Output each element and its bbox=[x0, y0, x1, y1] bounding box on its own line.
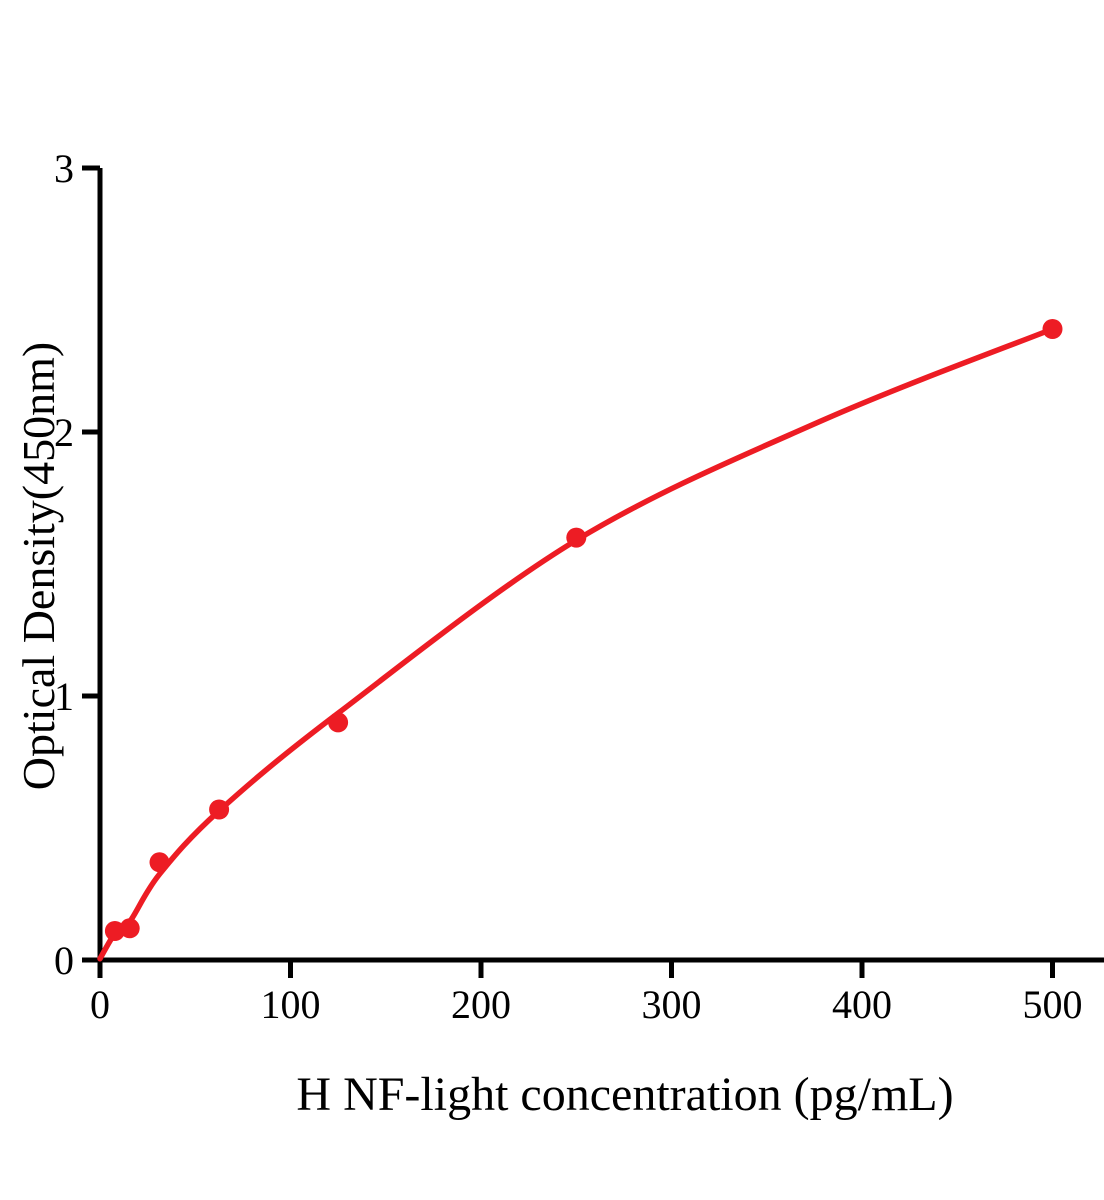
y-tick-label: 1 bbox=[54, 674, 74, 719]
axis-ticks bbox=[82, 165, 1055, 978]
y-tick-label: 3 bbox=[54, 146, 74, 191]
x-tick-label: 100 bbox=[261, 982, 321, 1027]
data-point bbox=[566, 527, 587, 548]
data-point bbox=[328, 712, 349, 733]
x-tick-label: 300 bbox=[642, 982, 702, 1027]
y-axis-label: Optical Density(450nm) bbox=[13, 342, 64, 790]
x-axis-label: H NF-light concentration (pg/mL) bbox=[296, 1068, 953, 1121]
x-tick-label: 400 bbox=[832, 982, 892, 1027]
data-point bbox=[104, 921, 125, 941]
data-series bbox=[97, 319, 1063, 962]
y-tick-label: 0 bbox=[54, 938, 74, 983]
data-point bbox=[209, 799, 230, 820]
data-point bbox=[149, 852, 170, 873]
x-tick-label: 0 bbox=[90, 982, 110, 1027]
x-tick-label: 200 bbox=[451, 982, 511, 1027]
data-point bbox=[119, 918, 140, 939]
axes bbox=[97, 168, 1104, 963]
fit-curve-path bbox=[97, 326, 1056, 962]
axis-tick-labels: 0 100 200 300 400 500 0 1 2 3 bbox=[54, 146, 1083, 1027]
x-tick-label: 500 bbox=[1023, 982, 1083, 1027]
data-point bbox=[1042, 319, 1063, 339]
y-tick-label: 2 bbox=[54, 410, 74, 455]
